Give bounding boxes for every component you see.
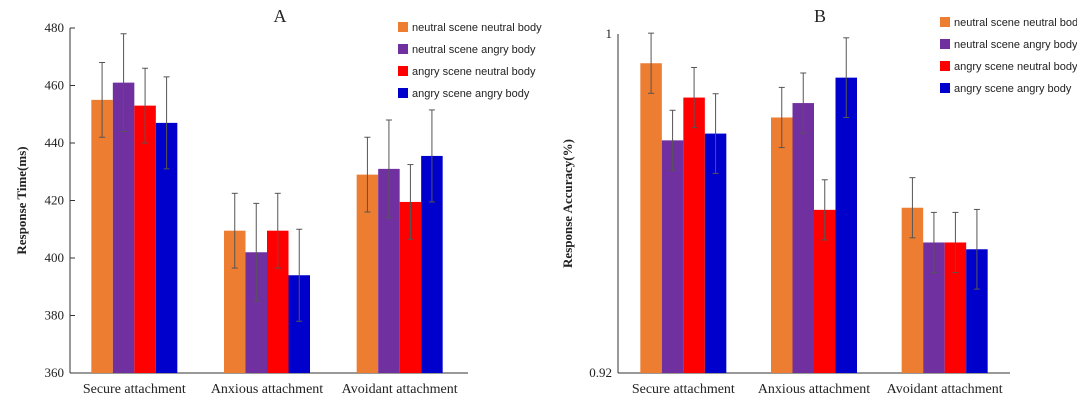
- legend-label: angry scene angry body: [412, 88, 530, 100]
- bar: [683, 97, 705, 373]
- bar: [112, 82, 135, 373]
- legend-label: angry scene angry body: [954, 83, 1072, 95]
- x-tick-label: Avoidant attachment: [887, 382, 1003, 397]
- bar: [399, 201, 422, 373]
- bar: [91, 99, 113, 373]
- bar: [245, 252, 267, 373]
- y-tick-label: 0.92: [589, 365, 612, 380]
- bar: [923, 242, 945, 373]
- bar: [966, 249, 988, 373]
- legend-swatch: [940, 17, 950, 27]
- bar: [901, 207, 924, 373]
- legend-label: neutral scene angry body: [954, 39, 1077, 51]
- legend-swatch: [398, 44, 408, 54]
- bar: [661, 140, 684, 373]
- chart-panel-b: [617, 17, 1010, 374]
- bar: [814, 209, 836, 373]
- y-tick-label: 400: [45, 250, 65, 265]
- bar: [224, 230, 246, 373]
- legend-swatch: [398, 88, 408, 98]
- x-tick-label: Anxious attachment: [211, 382, 323, 397]
- bar: [421, 155, 443, 373]
- legend-swatch: [398, 22, 408, 32]
- y-tick-label: 420: [45, 193, 65, 208]
- y-tick-label: 360: [45, 365, 65, 380]
- bar: [267, 230, 289, 373]
- bar: [134, 105, 156, 373]
- bar: [944, 242, 967, 373]
- x-tick-label: Avoidant attachment: [342, 382, 458, 397]
- bar: [835, 77, 857, 374]
- x-tick-label: Secure attachment: [83, 382, 186, 397]
- x-tick-label: Secure attachment: [632, 382, 735, 397]
- bar: [640, 63, 662, 374]
- y-tick-label: 380: [45, 308, 65, 323]
- bar: [771, 117, 793, 373]
- bar: [792, 103, 814, 373]
- panel-title: B: [814, 6, 826, 26]
- bar: [704, 133, 727, 373]
- y-tick-label: 480: [45, 20, 65, 35]
- y-axis-title: Response Accuracy(%): [560, 139, 575, 268]
- legend-label: neutral scene neutral body: [954, 17, 1077, 29]
- y-tick-label: 440: [45, 135, 65, 150]
- chart-panel-a: [69, 22, 468, 374]
- legend-label: angry scene neutral body: [954, 61, 1077, 73]
- legend-label: neutral scene angry body: [412, 44, 536, 56]
- bar: [155, 122, 178, 373]
- legend-label: angry scene neutral body: [412, 66, 536, 78]
- bar: [378, 168, 400, 373]
- legend-swatch: [398, 66, 408, 76]
- bar: [288, 275, 310, 373]
- legend-swatch: [940, 83, 950, 93]
- y-axis-title: Response Time(ms): [14, 146, 29, 254]
- y-tick-label: 1: [606, 26, 613, 41]
- x-tick-label: Anxious attachment: [758, 382, 870, 397]
- legend-label: neutral scene neutral body: [412, 22, 542, 34]
- y-tick-label: 460: [45, 78, 65, 93]
- bar: [356, 174, 379, 373]
- panel-title: A: [274, 6, 287, 26]
- legend-swatch: [940, 61, 950, 71]
- legend-swatch: [940, 39, 950, 49]
